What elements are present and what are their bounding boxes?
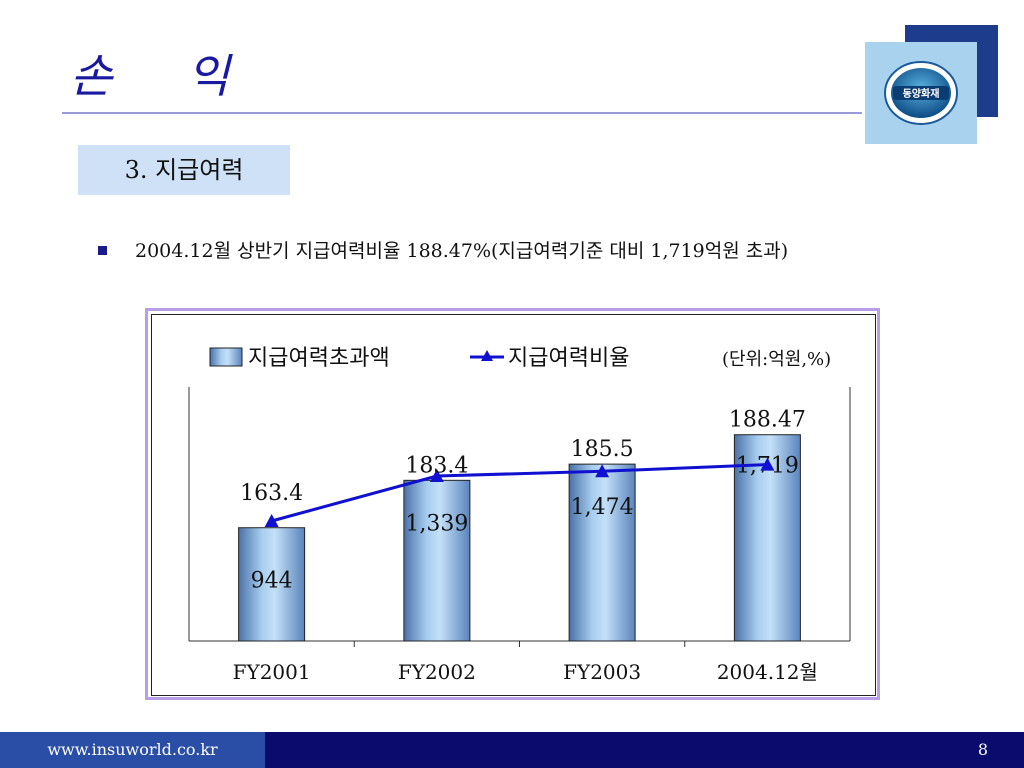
chart-legend: 지급여력초과액 지급여력비율 (단위:억원,%) xyxy=(209,346,831,371)
footer-url-link[interactable]: www.insuworld.co.kr xyxy=(0,732,265,768)
ratio-line xyxy=(271,463,768,523)
ratio-point xyxy=(429,469,444,482)
bar xyxy=(403,479,471,642)
line-value-label: 183.4 xyxy=(405,453,468,478)
section-tab: 3. 지급여력 xyxy=(78,145,290,195)
bar-series xyxy=(238,434,801,642)
ratio-point xyxy=(595,464,610,478)
bullet-text: 2004.12월 상반기 지급여력비율 188.47%(지급여력기준 대비 1,… xyxy=(135,240,789,262)
line-value-label: 185.5 xyxy=(571,437,634,462)
company-logo: 동양화재 xyxy=(884,61,958,125)
line-value-label: 188.47 xyxy=(729,408,806,433)
category-label: FY2002 xyxy=(398,660,476,684)
solvency-chart: 지급여력초과액 지급여력비율 (단위:억원,%) 9441,3391,4741,… xyxy=(188,346,851,684)
bullet-item: 2004.12월 상반기 지급여력비율 188.47%(지급여력기준 대비 1,… xyxy=(98,236,788,263)
line-value-label: 163.4 xyxy=(240,481,303,506)
legend-line-label: 지급여력비율 xyxy=(508,346,629,371)
page-number: 8 xyxy=(977,740,988,759)
x-ticks xyxy=(353,641,686,647)
chart-area: 지급여력초과액 지급여력비율 (단위:억원,%) 9441,3391,4741,… xyxy=(151,314,876,696)
ratio-point xyxy=(264,514,279,527)
legend-line-marker-icon xyxy=(481,350,493,361)
logo-text: 동양화재 xyxy=(903,87,940,100)
unit-note: (단위:억원,%) xyxy=(722,349,831,370)
ratio-point xyxy=(760,457,775,471)
bar xyxy=(568,463,636,642)
line-value-labels: 163.4 183.4 185.5 188.47 xyxy=(240,408,806,506)
chart-frame: 지급여력초과액 지급여력비율 (단위:억원,%) 9441,3391,4741,… xyxy=(145,308,880,700)
category-label: FY2003 xyxy=(563,660,641,684)
legend-bar-swatch xyxy=(209,347,243,367)
line-series xyxy=(264,457,775,527)
legend-bar-label: 지급여력초과액 xyxy=(248,346,390,371)
bar-value-label: 1,474 xyxy=(571,495,634,520)
category-label: FY2001 xyxy=(233,660,311,684)
bar xyxy=(238,527,306,642)
square-bullet-icon xyxy=(98,245,107,255)
bar-value-label: 1,339 xyxy=(405,511,468,536)
bar-value-label: 944 xyxy=(251,569,293,594)
footer-bar: www.insuworld.co.kr 8 xyxy=(0,732,1024,768)
title-divider xyxy=(62,112,862,114)
page-title: 손 익 xyxy=(70,49,260,103)
category-label: 2004.12월 xyxy=(717,660,818,684)
category-labels: FY2001 FY2002 FY2003 2004.12월 xyxy=(233,660,818,684)
